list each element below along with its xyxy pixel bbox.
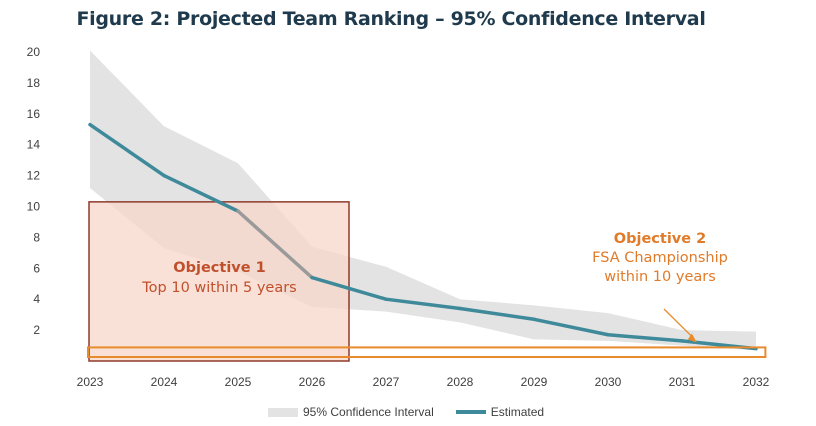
objective-2-arrow-head: [687, 333, 697, 343]
y-tick-label: 12: [27, 169, 41, 183]
objective-1-title: Objective 1: [173, 260, 265, 276]
objective-2-box: [87, 346, 767, 359]
objective-2-text: within 10 years: [604, 269, 716, 285]
estimated-line-segment: [162, 173, 240, 213]
legend-ci-swatch: [268, 407, 298, 417]
estimated-line-segment: [384, 297, 462, 311]
x-tick-label: 2028: [447, 375, 474, 389]
estimated-line-segment: [606, 332, 684, 343]
objective-1-text: Top 10 within 5 years: [141, 280, 296, 296]
estimated-line-segment: [532, 317, 610, 337]
y-tick-label: 16: [27, 107, 41, 121]
legend-ci-label: 95% Confidence Interval: [303, 405, 434, 419]
y-tick-label: 18: [27, 76, 41, 90]
legend-estimated-swatch: [455, 410, 486, 414]
estimated-line-segment: [236, 209, 314, 280]
objective-2-arrow-line: [663, 308, 695, 339]
y-tick-label: 4: [33, 292, 40, 306]
estimated-line-segment: [458, 306, 536, 322]
x-tick-label: 2026: [299, 375, 326, 389]
objective-1-box: [88, 201, 350, 362]
estimated-line-segment: [88, 122, 166, 178]
y-tick-label: 20: [27, 45, 41, 59]
objective-2-text: FSA Championship: [592, 250, 728, 266]
y-tick-label: 14: [27, 138, 41, 152]
x-tick-label: 2024: [151, 375, 178, 389]
y-tick-label: 6: [33, 261, 40, 275]
legend-estimated-label: Estimated: [490, 405, 545, 419]
x-tick-label: 2025: [225, 375, 252, 389]
estimated-line-segment: [310, 275, 388, 301]
x-tick-label: 2030: [595, 375, 622, 389]
legend: 95% Confidence Interval Estimated: [268, 405, 544, 419]
y-tick-label: 10: [27, 200, 41, 214]
chart-title: Figure 2: Projected Team Ranking – 95% C…: [76, 8, 706, 30]
y-tick-label: 2: [33, 323, 40, 337]
x-tick-label: 2029: [521, 375, 548, 389]
x-tick-label: 2031: [669, 375, 696, 389]
x-tick-label: 2027: [373, 375, 400, 389]
x-tick-label: 2032: [743, 375, 770, 389]
objective-2-title: Objective 2: [614, 231, 706, 247]
y-tick-label: 8: [33, 230, 40, 244]
x-tick-label: 2023: [77, 375, 104, 389]
